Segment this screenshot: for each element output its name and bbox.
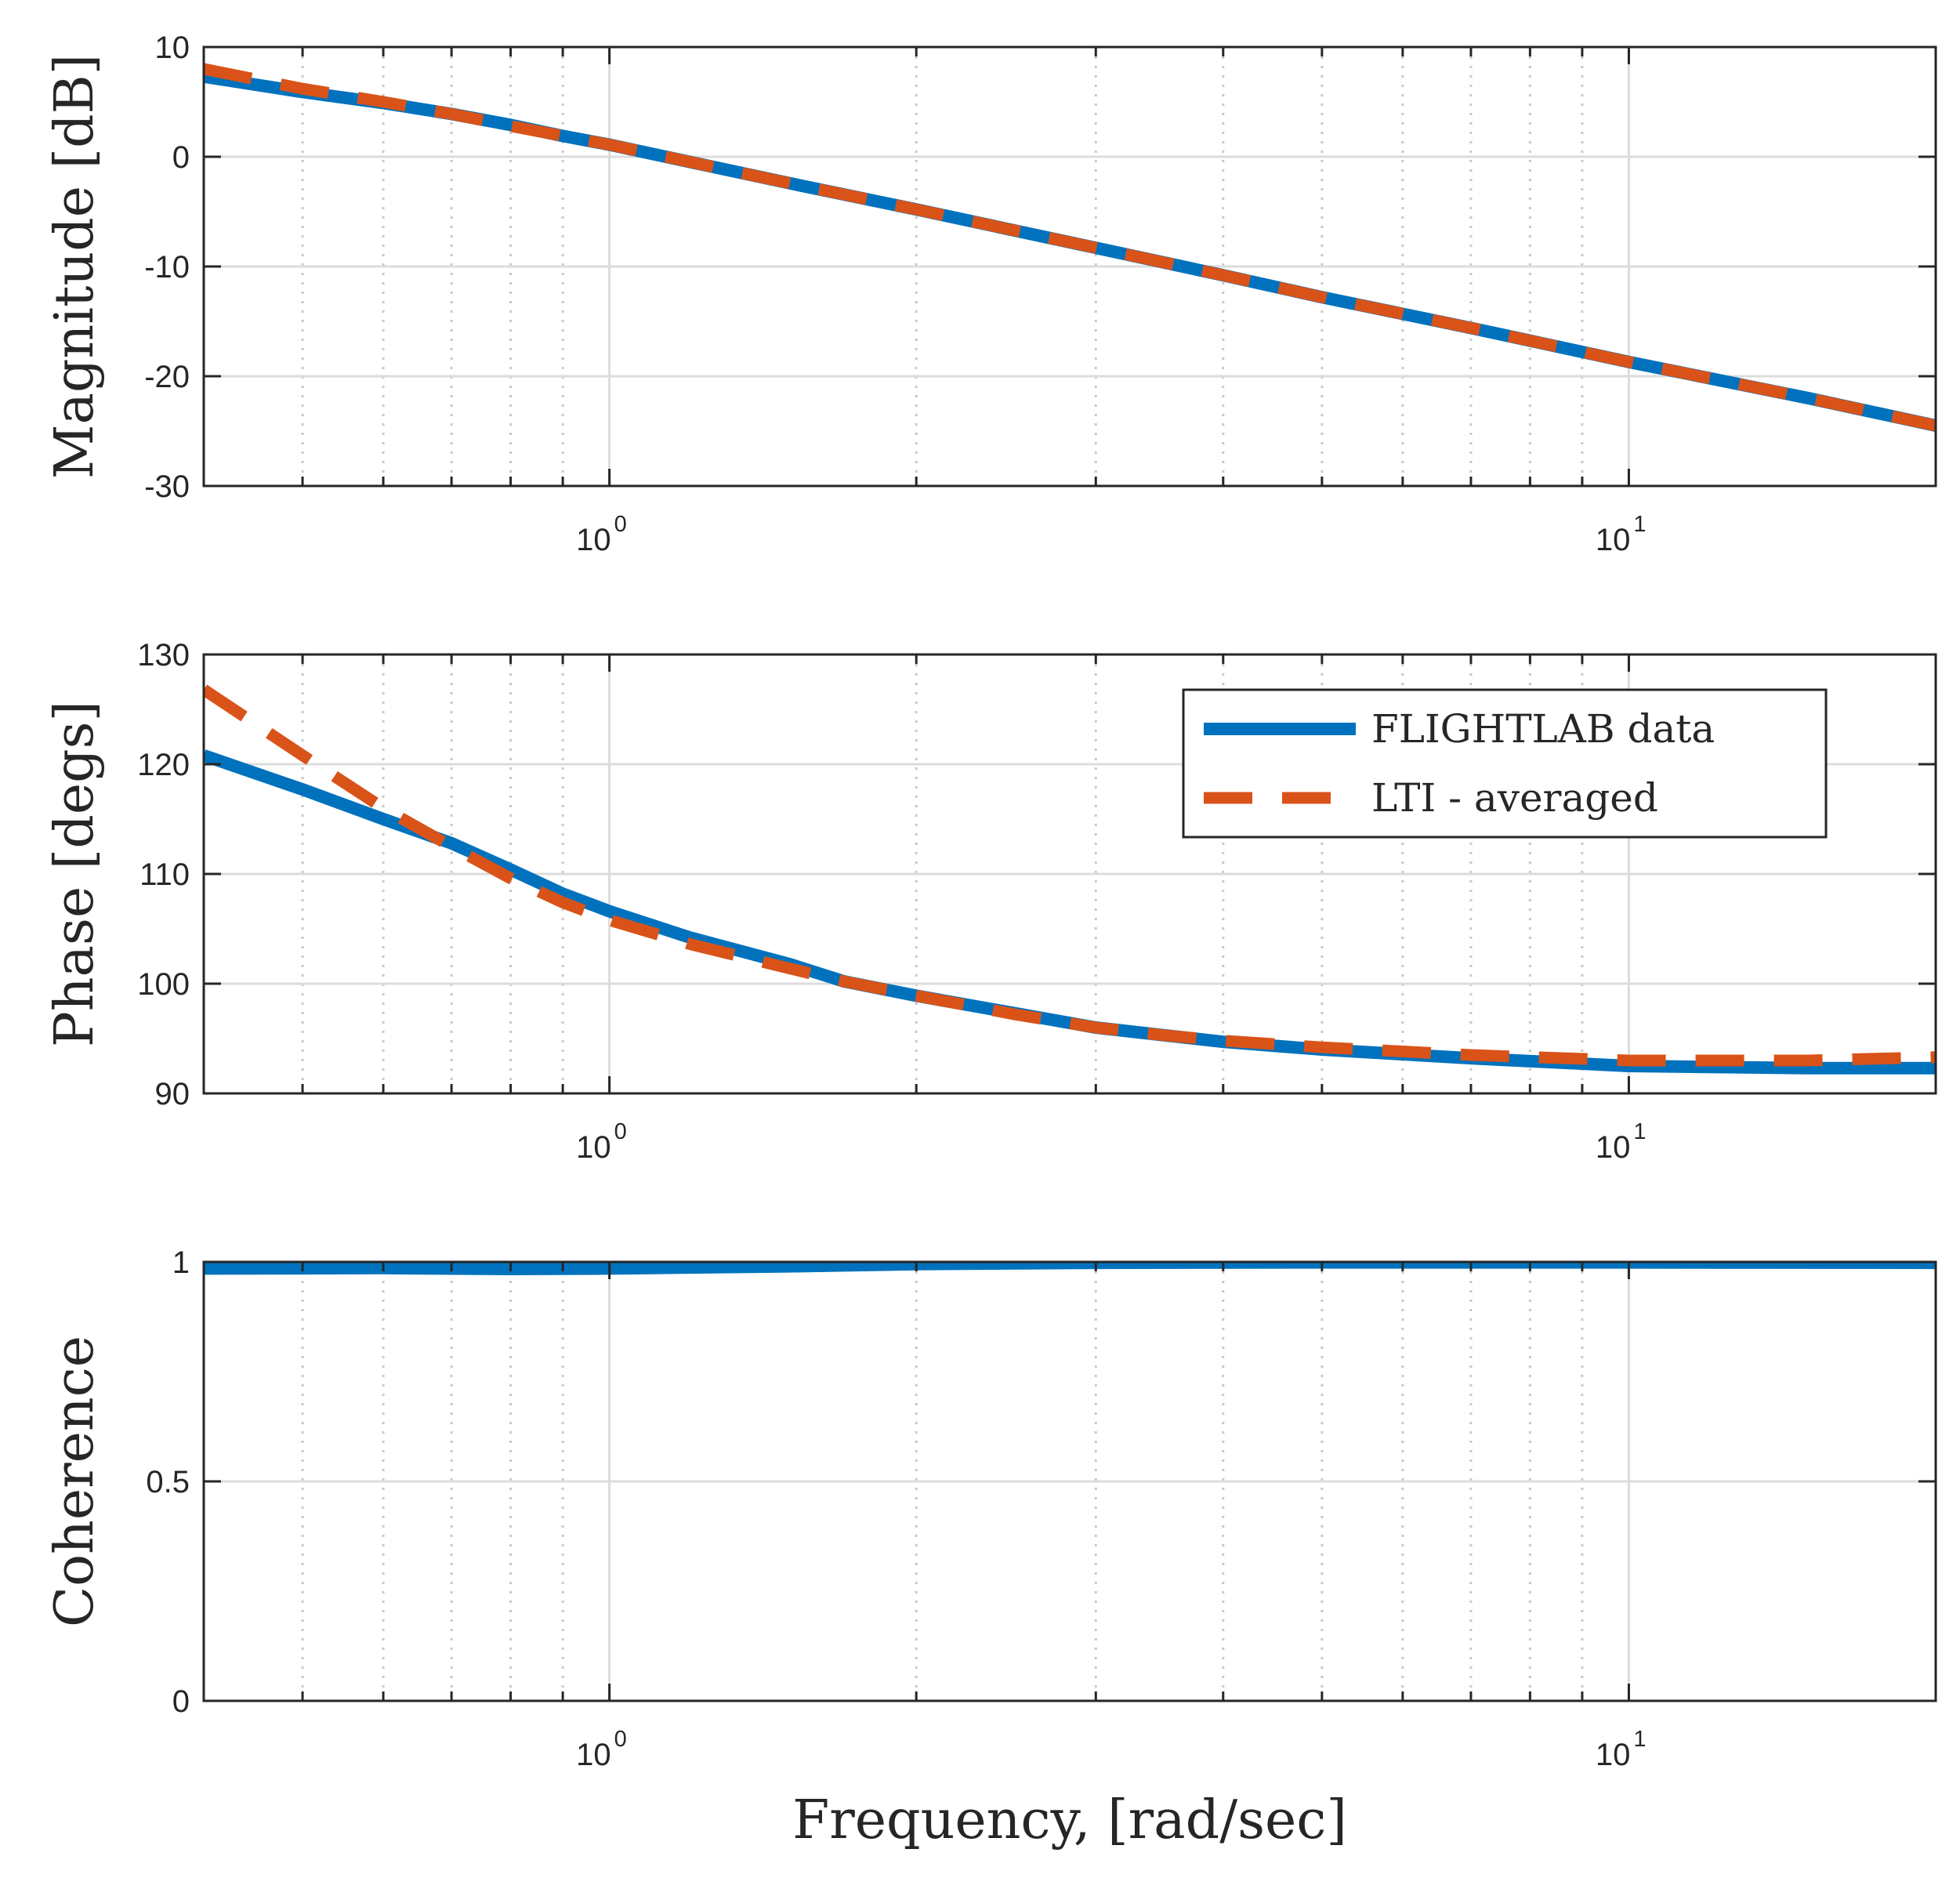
legend-box — [1182, 688, 1828, 839]
phase-x-tick-label-base: 10 — [1596, 1130, 1631, 1165]
phase-x-tick-label-exponent: 0 — [614, 1119, 627, 1144]
phase-y-tick-label: 130 — [137, 638, 190, 673]
phase-y-tick-label: 110 — [139, 857, 190, 892]
magnitude-y-tick-label: -30 — [144, 470, 190, 504]
legend-label-flightlab: FLIGHTLAB data — [1371, 706, 1715, 752]
coherence-x-axis-label: Frequency, [rad/sec] — [792, 1789, 1347, 1851]
magnitude-y-tick-label: -10 — [144, 250, 190, 285]
magnitude-x-tick-label-exponent: 1 — [1633, 512, 1646, 537]
magnitude-x-tick-label-base: 10 — [576, 523, 611, 557]
magnitude-y-tick-label: -20 — [144, 360, 190, 394]
magnitude-series-lti-line — [204, 63, 1936, 432]
coherence-x-tick-label-base: 10 — [1596, 1738, 1631, 1772]
coherence-series-flightlab-line — [204, 1262, 1936, 1275]
coherence-y-tick-label: 1 — [172, 1245, 190, 1280]
coherence-x-tick-label-exponent: 1 — [1633, 1727, 1646, 1752]
legend: FLIGHTLAB data LTI - averaged — [1182, 688, 1828, 839]
phase-x-tick-label-exponent: 1 — [1633, 1119, 1646, 1144]
legend-label-lti: LTI - averaged — [1371, 775, 1658, 821]
phase-y-axis-label: Phase [degs] — [44, 701, 106, 1047]
coherence-x-tick-label-exponent: 0 — [614, 1727, 627, 1752]
magnitude-x-tick-label-base: 10 — [1596, 523, 1631, 557]
magnitude-x-tick-label-exponent: 0 — [614, 512, 627, 537]
phase-y-tick-label: 100 — [137, 967, 190, 1002]
coherence-y-tick-label: 0 — [172, 1684, 190, 1719]
phase-series-lti-line — [204, 684, 1936, 1067]
phase-x-tick-label-base: 10 — [576, 1130, 611, 1165]
coherence-y-tick-label: 0.5 — [146, 1465, 190, 1499]
coherence-x-tick-label-base: 10 — [576, 1738, 611, 1772]
phase-y-tick-label: 120 — [137, 748, 190, 782]
magnitude-y-tick-label: 0 — [172, 140, 190, 175]
magnitude-y-tick-label: 10 — [155, 31, 190, 65]
coherence-y-axis-label: Coherence — [44, 1336, 106, 1627]
phase-y-tick-label: 90 — [155, 1077, 190, 1111]
magnitude-y-axis-label: Magnitude [dB] — [44, 54, 106, 479]
